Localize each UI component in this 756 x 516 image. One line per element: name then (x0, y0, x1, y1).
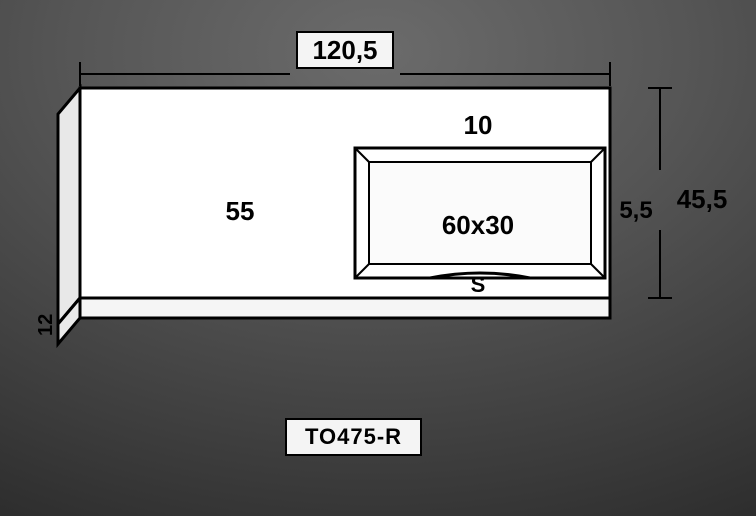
label-basin: 60x30 (442, 210, 514, 240)
label-left-margin: 55 (226, 196, 255, 226)
label-side-margin: 5,5 (619, 197, 652, 224)
dim-top-value: 120,5 (312, 35, 377, 65)
dim-top: 120,5 (80, 32, 610, 86)
label-thickness: 12 (35, 314, 57, 336)
product-code-badge: TO475-R (285, 418, 422, 456)
label-top-margin: 10 (464, 110, 493, 140)
dim-right: 45,5 (648, 88, 727, 298)
slab-left-face (58, 88, 80, 324)
basin-drain-label: S (471, 272, 486, 297)
dim-right-value: 45,5 (677, 184, 728, 214)
product-code: TO475-R (305, 424, 402, 449)
slab-front-strip (80, 298, 610, 318)
